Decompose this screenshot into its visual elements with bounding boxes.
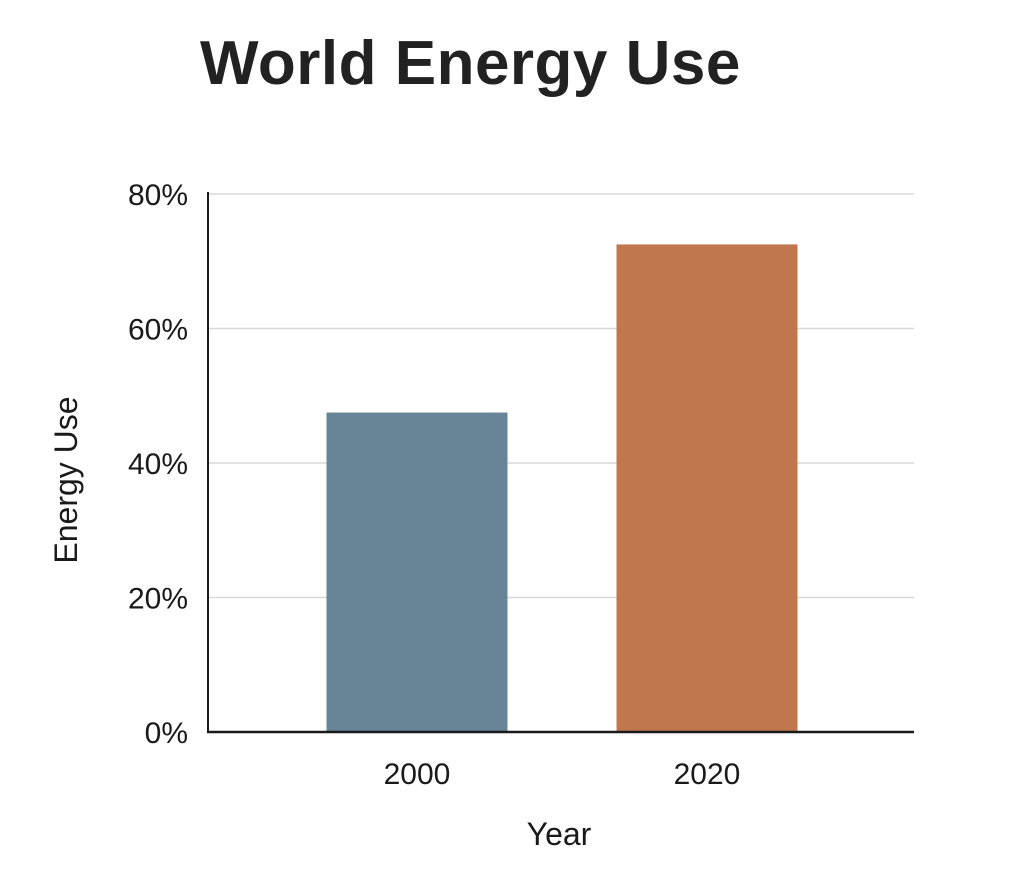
y-tick-label: 20%	[128, 583, 188, 616]
y-tick-label: 80%	[128, 179, 188, 212]
x-tick-labels: 2000 2020	[384, 758, 741, 791]
x-axis-title: Year	[527, 816, 592, 852]
y-tick-label: 40%	[128, 448, 188, 481]
axes	[207, 192, 914, 734]
x-tick-label: 2020	[674, 758, 741, 791]
bar-2020	[616, 244, 798, 732]
y-tick-label: 0%	[145, 717, 188, 750]
x-tick-label: 2000	[384, 758, 451, 791]
gridlines	[208, 193, 914, 599]
bar-2000	[326, 412, 508, 732]
chart-title: World Energy Use	[200, 29, 741, 98]
y-axis-title: Energy Use	[48, 396, 84, 563]
y-tick-label: 60%	[128, 314, 188, 347]
bars	[326, 244, 798, 732]
y-tick-labels: 0% 20% 40% 60% 80%	[128, 179, 188, 750]
